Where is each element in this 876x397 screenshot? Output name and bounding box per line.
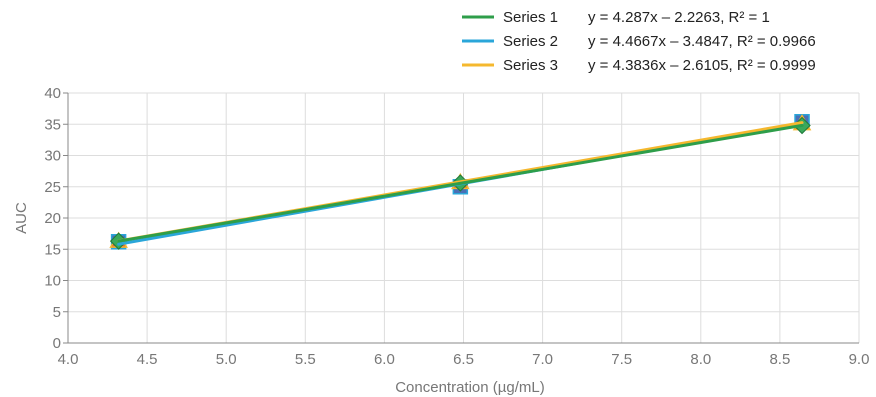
y-tick-label: 0 xyxy=(53,335,61,352)
x-tick-label: 7.5 xyxy=(611,351,632,368)
x-tick-label: 6.5 xyxy=(453,351,474,368)
x-tick-labels: 4.0 4.5 5.0 5.5 6.0 6.5 7.0 7.5 8.0 8.5 9.0 xyxy=(58,351,870,368)
x-tick-label: 4.5 xyxy=(137,351,158,368)
x-tick-label: 7.0 xyxy=(532,351,553,368)
y-tick-label: 30 xyxy=(44,148,61,165)
y-tick-label: 15 xyxy=(44,241,61,258)
x-tick-label: 8.5 xyxy=(769,351,790,368)
y-tick-label: 5 xyxy=(53,304,61,321)
x-tick-label: 4.0 xyxy=(58,351,79,368)
legend-series-name: Series 2 xyxy=(503,33,558,50)
legend-equation: y = 4.287x – 2.2263, R² = 1 xyxy=(588,9,770,26)
legend-equation: y = 4.4667x – 3.4847, R² = 0.9966 xyxy=(588,33,816,50)
legend-series-name: Series 1 xyxy=(503,9,558,26)
legend-equation: y = 4.3836x – 2.6105, R² = 0.9999 xyxy=(588,57,816,74)
legend: Series 1 y = 4.287x – 2.2263, R² = 1 Serie… xyxy=(462,9,816,74)
axes xyxy=(63,92,859,344)
y-axis-label: AUC xyxy=(13,202,30,234)
x-axis-label: Concentration (µg/mL) xyxy=(395,379,545,396)
y-tick-label: 10 xyxy=(44,273,61,290)
trendlines xyxy=(117,121,804,246)
y-tick-label: 25 xyxy=(44,179,61,196)
y-tick-label: 35 xyxy=(44,116,61,133)
x-tick-label: 5.5 xyxy=(295,351,316,368)
trendline-series-1 xyxy=(117,123,804,243)
y-tick-label: 40 xyxy=(44,85,61,102)
x-tick-label: 5.0 xyxy=(216,351,237,368)
y-tick-label: 20 xyxy=(44,210,61,227)
x-tick-label: 9.0 xyxy=(849,351,870,368)
x-tick-label: 8.0 xyxy=(690,351,711,368)
legend-series-name: Series 3 xyxy=(503,57,558,74)
y-tick-labels: 0 5 10 15 20 25 30 35 40 xyxy=(44,85,61,352)
grid xyxy=(68,92,860,343)
x-tick-label: 6.0 xyxy=(374,351,395,368)
